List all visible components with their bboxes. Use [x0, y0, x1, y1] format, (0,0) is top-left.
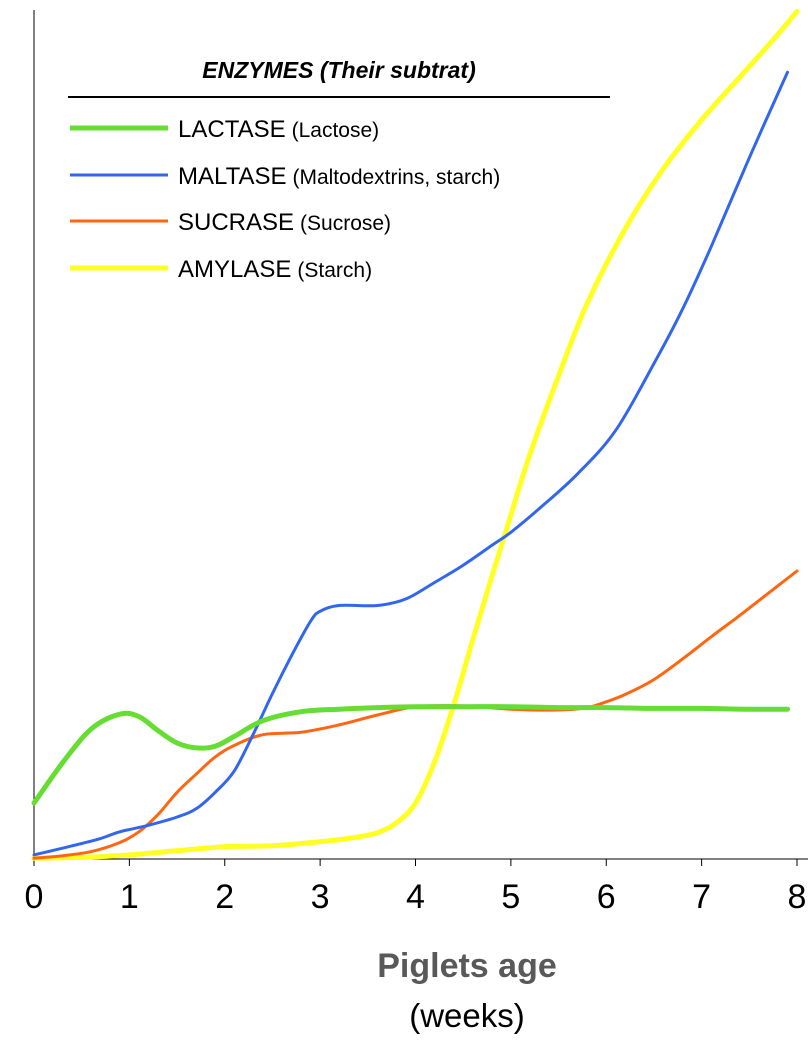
legend-label-amylase: AMYLASE: [178, 256, 291, 283]
legend-substrate-sucrase: (Sucrose): [300, 212, 391, 235]
x-tick-label: 0: [25, 878, 44, 916]
x-tick-label: 6: [597, 878, 616, 916]
series-layer: [31, 8, 800, 861]
x-tick-label: 3: [311, 878, 330, 916]
series-line-lactase: [31, 704, 790, 806]
legend-substrate-lactase: (Lactose): [292, 119, 380, 142]
x-tick-label: 8: [788, 878, 807, 916]
series-line-maltase: [32, 70, 789, 857]
x-tick-label: 5: [501, 878, 520, 916]
legend-label-maltase: MALTASE: [178, 163, 286, 190]
legend-label-lactase: LACTASE: [178, 116, 286, 143]
x-axis-title: Piglets age: [377, 947, 557, 985]
legend-items: LACTASE (Lactose) MALTASE (Maltodextrins, s…: [70, 116, 500, 283]
x-tick-label: 4: [406, 878, 425, 916]
x-axis-unit: (weeks): [409, 997, 525, 1034]
x-tick-label: 7: [692, 878, 711, 916]
legend-label-sucrase: SUCRASE: [178, 209, 294, 236]
series-line-sucrase: [32, 569, 799, 860]
axes: 0 1 2 3 4 5 6 7 8: [25, 10, 808, 916]
legend-title: ENZYMES (Their subtrat): [202, 57, 475, 83]
x-tick-label: 2: [215, 878, 234, 916]
legend: ENZYMES (Their subtrat) LACTASE (Lactose)…: [68, 57, 610, 283]
series-line-amylase: [31, 8, 800, 861]
x-axis-titles: Piglets age (weeks): [377, 947, 557, 1034]
legend-substrate-maltase: (Maltodextrins, starch): [292, 166, 500, 189]
legend-substrate-amylase: (Starch): [297, 259, 372, 282]
x-tick-label: 1: [120, 878, 139, 916]
